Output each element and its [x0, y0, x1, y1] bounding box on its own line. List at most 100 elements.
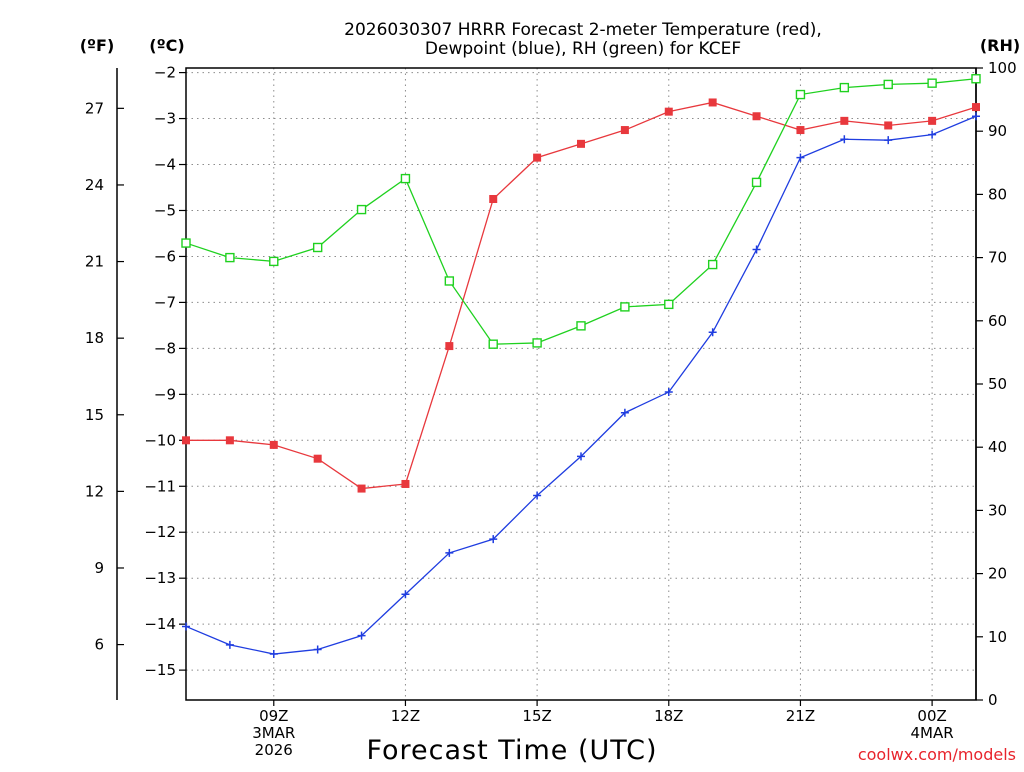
dewpoint-point — [357, 631, 366, 640]
dewpoint-line — [185, 115, 977, 655]
2-meter-temperature-point — [401, 479, 410, 488]
2-meter-temperature-point — [620, 126, 629, 135]
fahrenheit-tick-label: 27 — [85, 99, 104, 117]
plot-frame — [185, 67, 977, 701]
celsius-tick-label: −7 — [154, 293, 176, 311]
rh-point — [576, 321, 586, 331]
rh-tick-label: 60 — [988, 312, 1007, 330]
2-meter-temperature-point — [182, 436, 190, 445]
dewpoint-point — [269, 650, 278, 659]
rh-point — [664, 299, 674, 310]
celsius-tick-label: −8 — [154, 339, 176, 357]
x-tick-label: 4MAR — [911, 724, 954, 742]
x-tick-label: 18Z — [654, 707, 683, 725]
fahrenheit-tick-label: 21 — [85, 253, 104, 271]
2-meter-temperature-point — [577, 139, 585, 148]
celsius-tick-label: −6 — [154, 247, 176, 265]
dewpoint-point — [928, 130, 937, 139]
dewpoint-point — [225, 640, 234, 649]
rh-point — [971, 74, 981, 84]
dewpoint-point — [796, 153, 805, 162]
2-meter-temperature-point — [313, 454, 322, 463]
2-meter-temperature-point — [489, 194, 498, 203]
rh-point — [927, 78, 937, 88]
dewpoint-point — [445, 548, 454, 557]
dewpoint-point — [708, 328, 717, 337]
2-meter-temperature-point — [972, 103, 980, 112]
dewpoint-point — [401, 590, 410, 599]
rh-tick-label: 100 — [988, 59, 1017, 77]
2-meter-temperature-point — [664, 107, 673, 116]
dewpoint-point — [972, 112, 980, 121]
rh-tick-label: 30 — [988, 501, 1007, 519]
celsius-tick-label: −15 — [144, 661, 176, 679]
dewpoint-point — [313, 645, 322, 654]
celsius-tick-label: −4 — [154, 156, 176, 174]
fahrenheit-tick-label: 24 — [85, 176, 104, 194]
rh-tick-label: 70 — [988, 249, 1007, 267]
2-meter-temperature-point — [840, 116, 849, 125]
dewpoint-point — [489, 535, 498, 544]
dewpoint-point — [884, 136, 893, 145]
celsius-tick-label: −3 — [154, 110, 176, 128]
fahrenheit-tick-label: 15 — [85, 406, 104, 424]
rh-point — [795, 89, 806, 100]
x-tick-label: 21Z — [786, 707, 815, 725]
rh-unit-label: (RH) — [980, 36, 1020, 55]
x-tick-label: 00Z — [917, 707, 946, 725]
2-meter-temperature-point — [884, 121, 893, 130]
2-meter-temperature-point — [796, 126, 805, 135]
rh-point — [225, 252, 235, 263]
rh-point — [356, 204, 367, 215]
celsius-tick-label: −2 — [154, 64, 176, 82]
celsius-tick-label: −11 — [144, 477, 176, 495]
2-meter-temperature-point — [928, 116, 937, 125]
2-meter-temperature-point — [269, 440, 278, 449]
celsius-unit-label: (ºC) — [149, 36, 184, 55]
rh-point — [181, 238, 191, 248]
2-meter-temperature-point — [533, 153, 542, 162]
celsius-tick-label: −9 — [154, 385, 176, 403]
rh-tick-label: 10 — [988, 628, 1007, 646]
rh-point — [620, 302, 630, 312]
rh-point — [707, 259, 718, 270]
series-layer — [181, 74, 981, 659]
dewpoint-point — [664, 388, 673, 397]
rh-point — [444, 276, 455, 286]
chart-title-line-1: 2026030307 HRRR Forecast 2-meter Tempera… — [344, 20, 822, 40]
fahrenheit-tick-label: 18 — [85, 329, 104, 347]
rh-tick-label: 80 — [988, 185, 1007, 203]
celsius-tick-label: −13 — [144, 569, 176, 587]
rh-tick-label: 40 — [988, 438, 1007, 456]
fahrenheit-tick-label: 9 — [94, 559, 104, 577]
dewpoint-point — [840, 135, 849, 144]
rh-point — [839, 82, 850, 93]
rh-point — [883, 79, 893, 90]
dewpoint-point — [752, 245, 761, 254]
rh-tick-label: 90 — [988, 122, 1007, 140]
grid-layer — [186, 68, 976, 700]
dewpoint-point — [182, 622, 190, 631]
chart-title-line-2: Dewpoint (blue), RH (green) for KCEF — [425, 39, 741, 59]
credit-text: coolwx.com/models — [858, 745, 1016, 764]
celsius-tick-label: −12 — [144, 523, 176, 541]
celsius-tick-label: −10 — [144, 431, 176, 449]
fahrenheit-tick-label: 6 — [94, 636, 104, 654]
dewpoint-point — [577, 452, 585, 461]
celsius-tick-label: −14 — [144, 615, 176, 633]
rh-tick-label: 50 — [988, 375, 1007, 393]
celsius-tick-label: −5 — [154, 201, 176, 219]
2-meter-temperature-point — [445, 342, 454, 351]
2-meter-temperature-point — [357, 484, 366, 493]
rh-point — [400, 173, 411, 184]
rh-tick-label: 0 — [988, 691, 998, 709]
dewpoint-point — [620, 408, 629, 417]
x-axis-title: Forecast Time (UTC) — [366, 735, 657, 766]
x-tick-label: 3MAR — [252, 724, 295, 742]
fahrenheit-unit-label: (ºF) — [80, 36, 115, 55]
rh-tick-label: 20 — [988, 565, 1007, 583]
tick-layer: −15 −14 −13 −12 −11 −10 −9 −8 −7 −6 −5 −4 −3 −2 09Z3MA… — [85, 59, 1017, 759]
rh-point — [488, 339, 498, 349]
x-tick-label: 2026 — [255, 741, 293, 759]
